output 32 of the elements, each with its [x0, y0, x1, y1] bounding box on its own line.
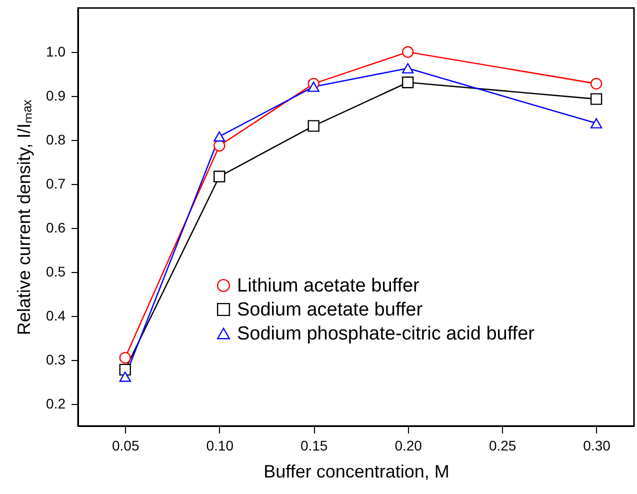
- point: [590, 78, 602, 90]
- y-tick-label: 0.8: [46, 132, 66, 148]
- point: [308, 82, 320, 92]
- y-tick-label: 0.4: [46, 308, 66, 324]
- point: [590, 118, 602, 128]
- legend-label: Lithium acetate buffer: [237, 276, 420, 296]
- point: [402, 46, 414, 58]
- y-axis-title: Relative current density, I/Iₘₐₓ: [14, 100, 34, 336]
- y-tick-label: 0.9: [46, 88, 66, 104]
- y-tick-label: 0.7: [46, 176, 66, 192]
- y-tick-label: 0.3: [46, 352, 66, 368]
- point: [214, 170, 226, 182]
- legend-label: Sodium phosphate-citric acid buffer: [237, 324, 536, 344]
- x-axis-title: Buffer concentration, M: [264, 462, 450, 482]
- point: [590, 93, 602, 105]
- point: [402, 76, 414, 88]
- y-tick-label: 0.5: [46, 264, 66, 280]
- y-tick-label: 0.2: [46, 396, 66, 412]
- x-tick-label: 0.15: [300, 438, 328, 454]
- point: [119, 372, 131, 382]
- point: [402, 63, 414, 74]
- x-tick-label: 0.25: [488, 438, 516, 454]
- x-tick-label: 0.10: [206, 438, 234, 454]
- x-tick-label: 0.05: [112, 438, 140, 454]
- point: [308, 120, 320, 132]
- y-tick-label: 0.6: [46, 220, 66, 236]
- point: [214, 131, 226, 142]
- x-tick-label: 0.30: [583, 438, 611, 454]
- legend-label: Sodium acetate buffer: [237, 300, 424, 320]
- y-tick-label: 1.0: [46, 44, 66, 60]
- point: [119, 352, 131, 364]
- x-tick-label: 0.20: [394, 438, 422, 454]
